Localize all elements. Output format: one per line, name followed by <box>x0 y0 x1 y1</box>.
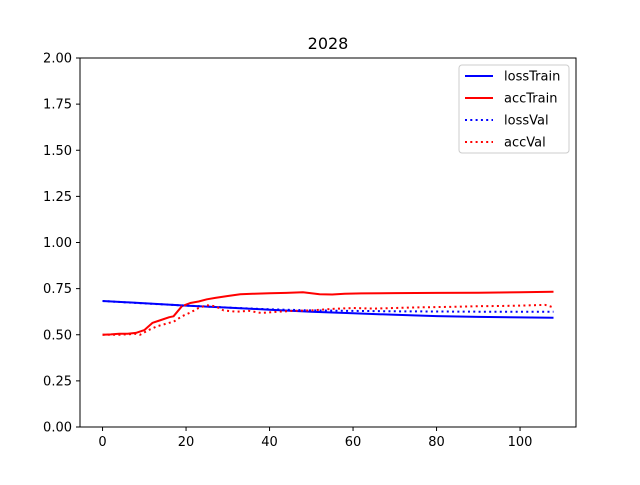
x-tick-label: 40 <box>261 435 278 450</box>
y-tick-label: 0.75 <box>43 282 72 297</box>
legend-label-accVal: accVal <box>504 136 546 151</box>
x-tick-label: 60 <box>345 435 362 450</box>
series-layer <box>102 290 554 336</box>
legend: lossTrain accTrain lossVal accVal <box>458 64 570 154</box>
y-tick-label: 0.25 <box>43 374 72 389</box>
x-tick-label: 0 <box>98 435 106 450</box>
y-tick-label: 1.75 <box>43 98 72 113</box>
x-axis: 0 20 40 60 80 100 <box>98 427 532 450</box>
y-tick-label: 1.50 <box>43 144 72 159</box>
y-tick-label: 1.25 <box>43 190 72 205</box>
series-line-accTrain <box>102 290 554 336</box>
y-axis: 0.00 0.25 0.50 0.75 1.00 1.25 1.50 1.75 2.00 <box>43 52 80 436</box>
series-line-accVal <box>102 303 554 336</box>
series-line-lossVal <box>102 300 554 313</box>
legend-label-lossTrain: lossTrain <box>504 70 560 85</box>
legend-label-accTrain: accTrain <box>504 92 557 107</box>
y-tick-label: 2.00 <box>43 52 72 67</box>
legend-box <box>458 64 570 154</box>
y-tick-label: 1.00 <box>43 236 72 251</box>
series-line-lossTrain <box>102 300 554 319</box>
x-tick-label: 100 <box>508 435 533 450</box>
y-tick-label: 0.00 <box>43 421 72 436</box>
y-tick-label: 0.50 <box>43 328 72 343</box>
x-tick-label: 80 <box>428 435 445 450</box>
x-tick-label: 20 <box>178 435 195 450</box>
legend-label-lossVal: lossVal <box>504 114 549 129</box>
chart-title: 2028 <box>308 34 349 53</box>
